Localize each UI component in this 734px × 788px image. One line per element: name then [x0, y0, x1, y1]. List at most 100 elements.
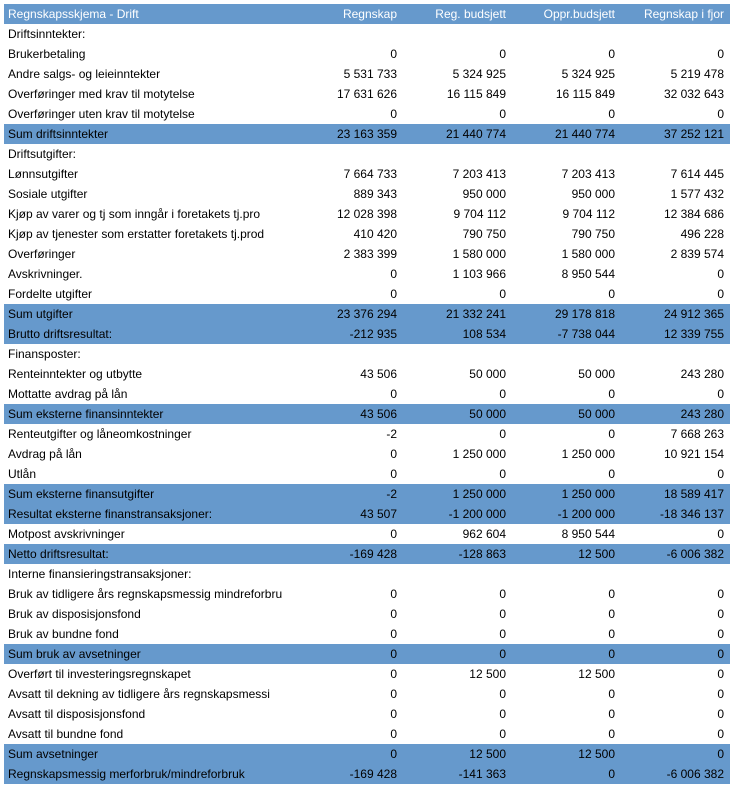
- row-value: 12 384 686: [621, 204, 730, 224]
- row-value: 0: [621, 104, 730, 124]
- col-header-fjor: Regnskap i fjor: [621, 4, 730, 24]
- row-label: Brukerbetaling: [4, 44, 294, 64]
- row-value: 0: [621, 44, 730, 64]
- row-value: [294, 564, 403, 584]
- row-value: 0: [294, 724, 403, 744]
- row-label: Avsatt til disposisjonsfond: [4, 704, 294, 724]
- row-value: 0: [403, 704, 512, 724]
- row-value: 0: [403, 724, 512, 744]
- row-value: 21 440 774: [512, 124, 621, 144]
- table-row: Bruk av disposisjonsfond0000: [4, 604, 730, 624]
- row-value: 0: [621, 464, 730, 484]
- row-value: 5 219 478: [621, 64, 730, 84]
- row-value: 2 383 399: [294, 244, 403, 264]
- table-row: Kjøp av varer og tj som inngår i foretak…: [4, 204, 730, 224]
- row-value: 1 580 000: [403, 244, 512, 264]
- table-row: Overført til investeringsregnskapet012 5…: [4, 664, 730, 684]
- table-row: Sum eksterne finansutgifter-21 250 0001 …: [4, 484, 730, 504]
- row-value: 243 280: [621, 404, 730, 424]
- row-value: 0: [512, 764, 621, 784]
- row-value: 12 500: [403, 664, 512, 684]
- row-value: -7 738 044: [512, 324, 621, 344]
- row-value: 7 203 413: [403, 164, 512, 184]
- row-value: 950 000: [512, 184, 621, 204]
- row-value: 0: [294, 584, 403, 604]
- row-value: [621, 344, 730, 364]
- row-label: Interne finansieringstransaksjoner:: [4, 564, 294, 584]
- table-row: Sum avsetninger012 50012 5000: [4, 744, 730, 764]
- row-label: Regnskapsmessig merforbruk/mindreforbruk: [4, 764, 294, 784]
- row-value: 0: [621, 584, 730, 604]
- row-label: Motpost avskrivninger: [4, 524, 294, 544]
- row-value: -6 006 382: [621, 544, 730, 564]
- row-value: 37 252 121: [621, 124, 730, 144]
- row-value: 24 912 365: [621, 304, 730, 324]
- row-value: 0: [294, 104, 403, 124]
- row-label: Renteutgifter og låneomkostninger: [4, 424, 294, 444]
- row-value: -1 200 000: [403, 504, 512, 524]
- row-value: 32 032 643: [621, 84, 730, 104]
- row-value: 0: [294, 644, 403, 664]
- table-row: Overføringer2 383 3991 580 0001 580 0002…: [4, 244, 730, 264]
- row-value: 12 028 398: [294, 204, 403, 224]
- row-label: Avskrivninger.: [4, 264, 294, 284]
- row-value: -2: [294, 424, 403, 444]
- row-value: 790 750: [512, 224, 621, 244]
- row-value: 8 950 544: [512, 264, 621, 284]
- row-value: 0: [294, 664, 403, 684]
- row-value: 0: [294, 624, 403, 644]
- table-row: Avsatt til bundne fond0000: [4, 724, 730, 744]
- row-value: [294, 144, 403, 164]
- table-body: Driftsinntekter:Brukerbetaling0000Andre …: [4, 24, 730, 784]
- row-value: 0: [621, 684, 730, 704]
- row-value: 0: [512, 424, 621, 444]
- row-label: Overføringer: [4, 244, 294, 264]
- row-value: 1 580 000: [512, 244, 621, 264]
- table-row: Avsatt til disposisjonsfond0000: [4, 704, 730, 724]
- row-value: 0: [512, 684, 621, 704]
- row-value: 0: [294, 604, 403, 624]
- row-value: 12 500: [403, 744, 512, 764]
- row-value: 1 577 432: [621, 184, 730, 204]
- row-value: 0: [294, 284, 403, 304]
- row-label: Sum bruk av avsetninger: [4, 644, 294, 664]
- row-value: 0: [512, 704, 621, 724]
- row-value: 0: [512, 724, 621, 744]
- row-label: Driftsinntekter:: [4, 24, 294, 44]
- row-value: 21 332 241: [403, 304, 512, 324]
- row-value: 0: [403, 464, 512, 484]
- row-value: [403, 144, 512, 164]
- row-value: [512, 564, 621, 584]
- row-label: Fordelte utgifter: [4, 284, 294, 304]
- row-value: 0: [621, 264, 730, 284]
- table-row: Sum bruk av avsetninger0000: [4, 644, 730, 664]
- table-row: Avsatt til dekning av tidligere års regn…: [4, 684, 730, 704]
- row-value: 7 614 445: [621, 164, 730, 184]
- row-value: -169 428: [294, 544, 403, 564]
- row-value: 0: [512, 104, 621, 124]
- row-label: Avsatt til dekning av tidligere års regn…: [4, 684, 294, 704]
- table-row: Avskrivninger.01 103 9668 950 5440: [4, 264, 730, 284]
- table-row: Renteutgifter og låneomkostninger-2007 6…: [4, 424, 730, 444]
- row-value: 18 589 417: [621, 484, 730, 504]
- row-label: Avdrag på lån: [4, 444, 294, 464]
- row-value: [294, 24, 403, 44]
- row-label: Bruk av bundne fond: [4, 624, 294, 644]
- row-value: 0: [294, 744, 403, 764]
- row-value: 962 604: [403, 524, 512, 544]
- table-row: Sum driftsinntekter23 163 35921 440 7742…: [4, 124, 730, 144]
- table-row: Renteinntekter og utbytte43 50650 00050 …: [4, 364, 730, 384]
- row-label: Bruk av disposisjonsfond: [4, 604, 294, 624]
- row-value: 12 500: [512, 664, 621, 684]
- row-value: [512, 24, 621, 44]
- row-label: Sum utgifter: [4, 304, 294, 324]
- row-value: 0: [294, 704, 403, 724]
- row-label: Utlån: [4, 464, 294, 484]
- row-label: Overføringer med krav til motytelse: [4, 84, 294, 104]
- table-row: Sum eksterne finansinntekter43 50650 000…: [4, 404, 730, 424]
- row-label: Resultat eksterne finanstransaksjoner:: [4, 504, 294, 524]
- row-value: 8 950 544: [512, 524, 621, 544]
- row-value: 1 250 000: [403, 444, 512, 464]
- table-row: Overføringer uten krav til motytelse0000: [4, 104, 730, 124]
- row-value: 0: [294, 384, 403, 404]
